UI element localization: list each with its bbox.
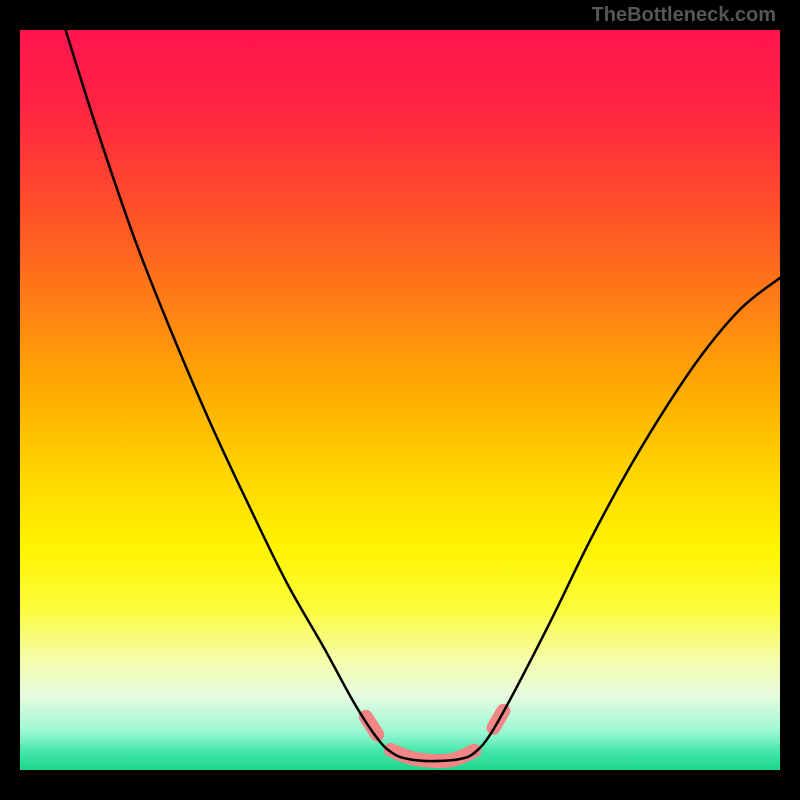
bottleneck-curve [66, 30, 780, 761]
chart-frame: TheBottleneck.com [0, 0, 800, 800]
curve-layer [20, 30, 780, 770]
attribution-text: TheBottleneck.com [592, 4, 776, 27]
plot-area [20, 30, 780, 770]
